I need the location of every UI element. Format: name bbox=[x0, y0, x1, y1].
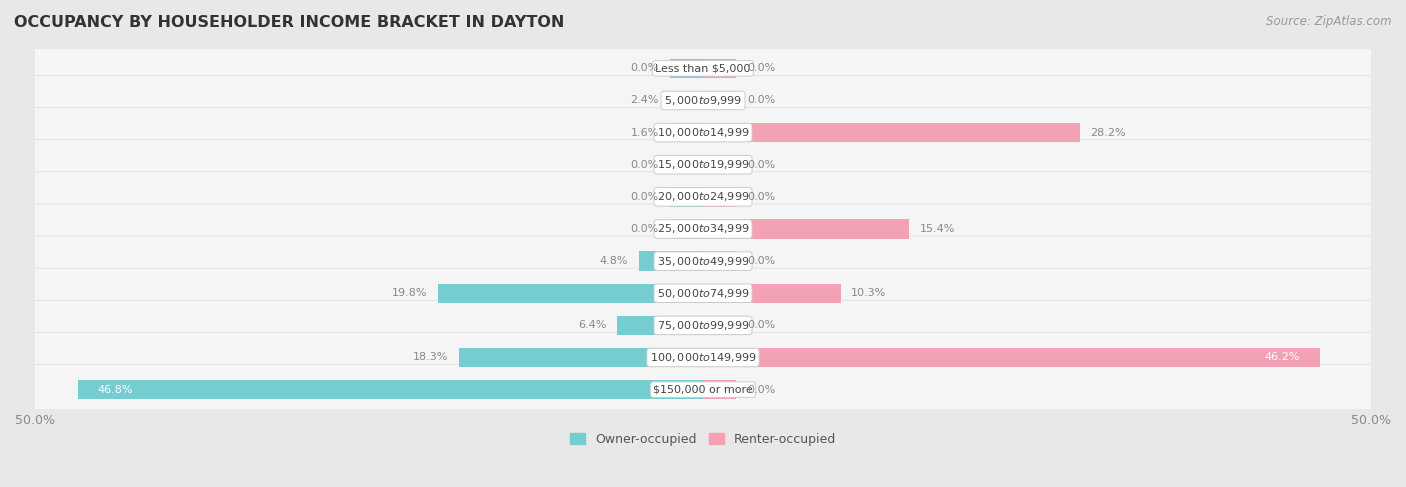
FancyBboxPatch shape bbox=[31, 108, 1375, 158]
Text: $50,000 to $74,999: $50,000 to $74,999 bbox=[657, 287, 749, 300]
Text: Source: ZipAtlas.com: Source: ZipAtlas.com bbox=[1267, 15, 1392, 28]
Text: 0.0%: 0.0% bbox=[631, 192, 659, 202]
Bar bbox=[703, 155, 737, 174]
Text: 0.0%: 0.0% bbox=[747, 95, 775, 106]
Text: 0.0%: 0.0% bbox=[631, 63, 659, 74]
Legend: Owner-occupied, Renter-occupied: Owner-occupied, Renter-occupied bbox=[569, 433, 837, 446]
Bar bbox=[703, 91, 737, 110]
Bar bbox=[439, 283, 703, 303]
Text: 0.0%: 0.0% bbox=[631, 224, 659, 234]
FancyBboxPatch shape bbox=[31, 333, 1375, 383]
Bar bbox=[703, 380, 737, 399]
Bar bbox=[669, 219, 703, 239]
Text: $10,000 to $14,999: $10,000 to $14,999 bbox=[657, 126, 749, 139]
FancyBboxPatch shape bbox=[31, 140, 1375, 190]
Text: 19.8%: 19.8% bbox=[392, 288, 427, 298]
Text: 1.6%: 1.6% bbox=[631, 128, 659, 138]
Text: 0.0%: 0.0% bbox=[747, 63, 775, 74]
FancyBboxPatch shape bbox=[31, 204, 1375, 254]
Bar bbox=[669, 187, 703, 206]
Bar bbox=[703, 219, 908, 239]
FancyBboxPatch shape bbox=[31, 172, 1375, 222]
Text: Less than $5,000: Less than $5,000 bbox=[655, 63, 751, 74]
Text: 46.2%: 46.2% bbox=[1264, 353, 1301, 362]
Text: 15.4%: 15.4% bbox=[920, 224, 955, 234]
Text: 0.0%: 0.0% bbox=[747, 256, 775, 266]
FancyBboxPatch shape bbox=[31, 268, 1375, 318]
Bar bbox=[703, 123, 1080, 142]
Text: 0.0%: 0.0% bbox=[747, 192, 775, 202]
Text: 6.4%: 6.4% bbox=[578, 320, 607, 330]
Text: OCCUPANCY BY HOUSEHOLDER INCOME BRACKET IN DAYTON: OCCUPANCY BY HOUSEHOLDER INCOME BRACKET … bbox=[14, 15, 564, 30]
Text: 2.4%: 2.4% bbox=[630, 95, 659, 106]
Text: $20,000 to $24,999: $20,000 to $24,999 bbox=[657, 190, 749, 204]
Text: $35,000 to $49,999: $35,000 to $49,999 bbox=[657, 255, 749, 268]
Bar bbox=[703, 348, 1320, 367]
Text: 0.0%: 0.0% bbox=[631, 160, 659, 170]
FancyBboxPatch shape bbox=[31, 75, 1375, 126]
Bar bbox=[703, 283, 841, 303]
Text: 4.8%: 4.8% bbox=[600, 256, 628, 266]
Text: $25,000 to $34,999: $25,000 to $34,999 bbox=[657, 223, 749, 236]
Text: 18.3%: 18.3% bbox=[412, 353, 449, 362]
Text: $100,000 to $149,999: $100,000 to $149,999 bbox=[650, 351, 756, 364]
Bar bbox=[617, 316, 703, 335]
Text: $5,000 to $9,999: $5,000 to $9,999 bbox=[664, 94, 742, 107]
Text: 10.3%: 10.3% bbox=[851, 288, 887, 298]
Bar bbox=[669, 91, 703, 110]
FancyBboxPatch shape bbox=[31, 236, 1375, 286]
Text: $75,000 to $99,999: $75,000 to $99,999 bbox=[657, 319, 749, 332]
Bar bbox=[703, 251, 737, 271]
Text: 0.0%: 0.0% bbox=[747, 160, 775, 170]
Text: 28.2%: 28.2% bbox=[1091, 128, 1126, 138]
Text: 46.8%: 46.8% bbox=[98, 385, 134, 394]
Bar bbox=[458, 348, 703, 367]
FancyBboxPatch shape bbox=[31, 300, 1375, 351]
Bar bbox=[669, 155, 703, 174]
Bar bbox=[669, 123, 703, 142]
Bar bbox=[638, 251, 703, 271]
Bar bbox=[77, 380, 703, 399]
FancyBboxPatch shape bbox=[31, 43, 1375, 94]
Bar bbox=[703, 316, 737, 335]
Bar bbox=[669, 59, 703, 78]
Text: 0.0%: 0.0% bbox=[747, 385, 775, 394]
Text: 0.0%: 0.0% bbox=[747, 320, 775, 330]
Text: $15,000 to $19,999: $15,000 to $19,999 bbox=[657, 158, 749, 171]
Bar bbox=[703, 187, 737, 206]
Text: $150,000 or more: $150,000 or more bbox=[654, 385, 752, 394]
Bar bbox=[703, 59, 737, 78]
FancyBboxPatch shape bbox=[31, 365, 1375, 415]
